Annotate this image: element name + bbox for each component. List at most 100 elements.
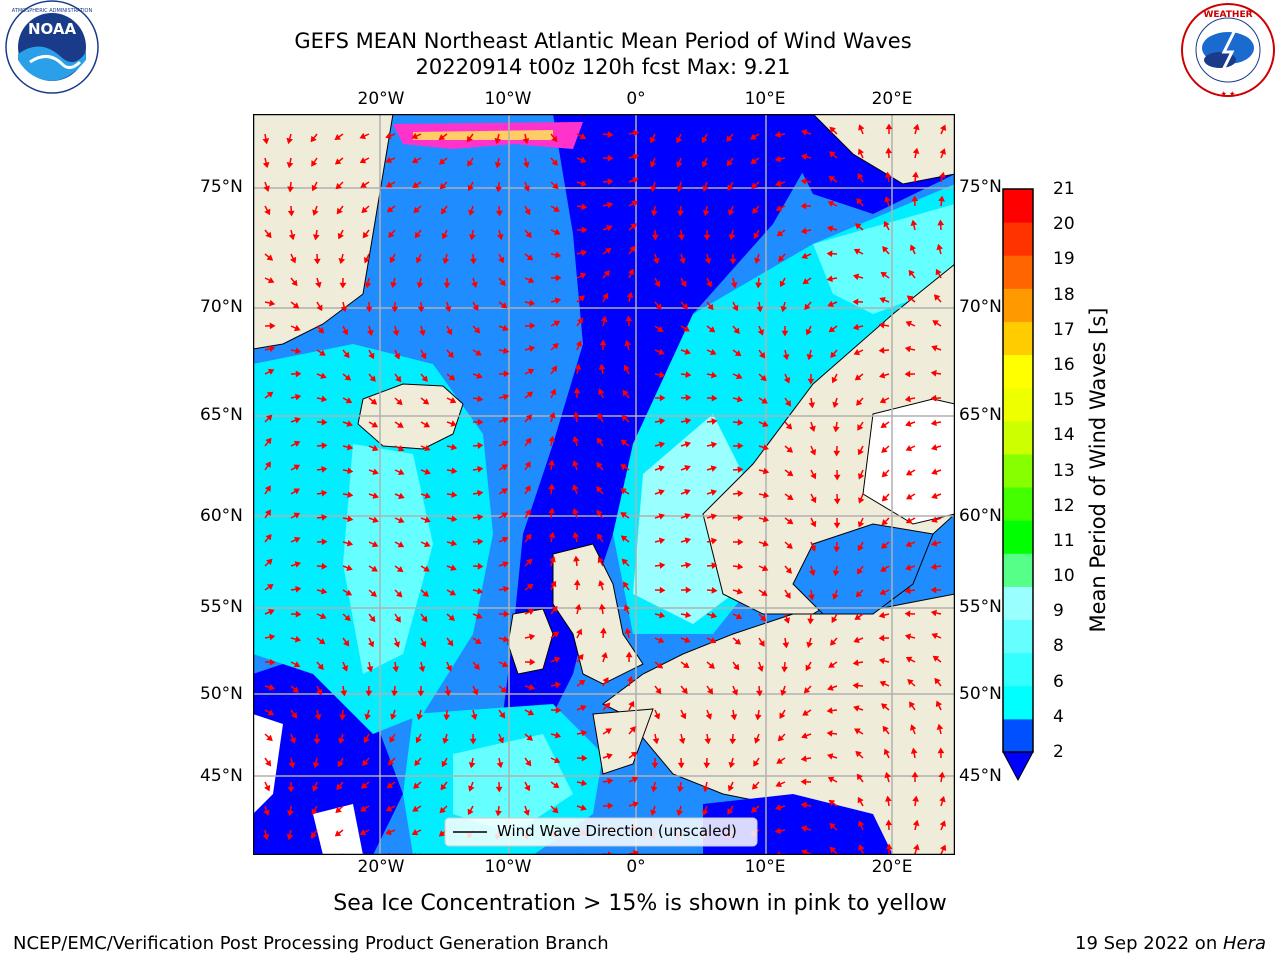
wave-direction-arrowhead	[472, 304, 479, 311]
noaa-logo: NOAA ATMOSPHERIC ADMINISTRATION	[5, 0, 99, 94]
wave-direction-arrowhead	[658, 489, 665, 496]
wave-direction-arrowhead	[826, 707, 833, 714]
wave-direction-arrowhead	[477, 465, 484, 473]
wave-direction-arrowhead	[311, 808, 318, 816]
wave-direction-arrowhead	[313, 258, 321, 265]
wave-direction-arrowhead	[579, 272, 587, 279]
wave-direction-arrowhead	[321, 489, 328, 497]
wave-direction-arrowhead	[904, 610, 911, 618]
wave-direction-arrowhead	[552, 182, 559, 190]
wave-direction-arrowhead	[827, 684, 834, 691]
wave-direction-arrowhead	[710, 441, 718, 449]
wave-direction-arrowhead	[522, 138, 530, 145]
wave-direction-arrowhead	[397, 445, 405, 452]
wave-direction-arrowhead	[879, 397, 887, 404]
wave-direction-arrowhead	[391, 306, 399, 313]
wave-direction-arrowhead	[810, 520, 817, 528]
wave-direction-arrowhead	[581, 729, 588, 737]
wave-direction-arrowhead	[726, 159, 733, 167]
wave-direction-arrowhead	[786, 542, 793, 549]
wave-direction-arrowhead	[424, 468, 431, 475]
wave-direction-arrowhead	[441, 760, 448, 768]
wave-direction-arrowhead	[930, 540, 938, 547]
wave-direction-arrowhead	[905, 445, 913, 452]
wave-direction-arrowhead	[752, 207, 759, 214]
wave-direction-arrowhead	[705, 280, 713, 288]
wave-direction-arrowhead	[905, 540, 913, 548]
wave-direction-arrowhead	[737, 466, 744, 473]
wave-direction-arrowhead	[267, 277, 275, 284]
wave-direction-arrowhead	[269, 322, 276, 330]
wave-direction-arrowhead	[931, 492, 938, 499]
wave-direction-arrowhead	[602, 677, 609, 684]
wave-direction-arrowhead	[385, 805, 393, 812]
wave-direction-arrowhead	[552, 343, 559, 350]
wave-direction-arrowhead	[631, 200, 639, 207]
wave-direction-arrowhead	[344, 374, 352, 381]
colorbar-segment	[1003, 718, 1033, 753]
wave-direction-arrowhead	[343, 639, 350, 647]
wave-direction-arrowhead	[548, 483, 555, 490]
wave-direction-arrowhead	[528, 633, 536, 641]
wave-direction-arrowhead	[528, 345, 536, 352]
wave-direction-arrowhead	[339, 282, 347, 289]
wave-direction-arrowhead	[624, 627, 632, 635]
wave-direction-arrowhead	[737, 490, 744, 497]
wave-direction-arrowhead	[553, 205, 560, 212]
wave-direction-arrowhead	[525, 533, 532, 541]
wave-direction-arrowhead	[264, 208, 271, 216]
wave-direction-arrowhead	[930, 369, 937, 377]
wave-direction-arrowhead	[524, 461, 531, 468]
wave-direction-arrowhead	[826, 730, 833, 737]
wave-direction-arrowhead	[477, 538, 484, 546]
wave-direction-arrowhead	[334, 133, 341, 141]
wave-direction-arrowhead	[800, 778, 807, 786]
wave-direction-arrowhead	[905, 320, 913, 328]
wave-direction-arrowhead	[775, 205, 783, 212]
wave-direction-arrowhead	[653, 712, 661, 720]
wave-direction-arrowhead	[685, 586, 692, 594]
wave-direction-arrowhead	[753, 760, 760, 767]
wave-direction-arrowhead	[854, 728, 861, 735]
wave-direction-arrowhead	[805, 328, 812, 336]
wave-direction-arrowhead	[905, 656, 913, 663]
wave-direction-arrowhead	[573, 579, 581, 586]
wave-direction-arrowhead	[857, 544, 864, 552]
wave-direction-arrowhead	[600, 315, 608, 323]
wave-direction-arrowhead	[629, 245, 636, 253]
colorbar-segment	[1003, 586, 1033, 621]
wave-direction-arrowhead	[731, 689, 739, 696]
wave-direction-arrowhead	[265, 759, 272, 767]
wave-direction-arrowhead	[930, 586, 937, 594]
wave-direction-arrowhead	[320, 587, 328, 595]
wave-direction-arrowhead	[656, 662, 664, 669]
nws-logo: WEATHER ★ ★	[1181, 3, 1275, 98]
wave-direction-arrowhead	[502, 393, 510, 401]
wave-direction-arrowhead	[727, 808, 734, 815]
wave-direction-arrowhead	[881, 519, 888, 526]
wave-direction-arrowhead	[711, 418, 718, 425]
wave-direction-arrowhead	[630, 751, 638, 758]
wave-direction-arrowhead	[626, 291, 634, 298]
wave-direction-arrowhead	[779, 280, 786, 288]
wave-direction-arrowhead	[371, 421, 379, 428]
wave-direction-arrowhead	[440, 783, 447, 791]
wave-direction-arrowhead	[553, 320, 561, 327]
wave-direction-arrowhead	[930, 394, 937, 402]
wave-direction-arrowhead	[908, 269, 915, 277]
wave-direction-arrowhead	[776, 230, 784, 237]
wave-direction-arrowhead	[622, 581, 629, 589]
wave-direction-arrowhead	[293, 324, 301, 332]
wave-direction-arrowhead	[680, 712, 687, 720]
lon-label-bottom: 0°	[626, 857, 646, 877]
wave-direction-arrowhead	[881, 495, 889, 502]
wave-direction-arrowhead	[475, 349, 482, 356]
wave-direction-arrowhead	[264, 461, 271, 468]
colorbar-segment	[1003, 487, 1033, 521]
wave-direction-arrowhead	[756, 690, 763, 697]
wave-direction-arrowhead	[857, 521, 865, 528]
lat-label-right: 65°N	[959, 405, 1002, 425]
wave-direction-arrowhead	[826, 225, 834, 232]
wave-direction-arrowhead	[757, 665, 764, 672]
wave-direction-arrowhead	[313, 738, 321, 745]
